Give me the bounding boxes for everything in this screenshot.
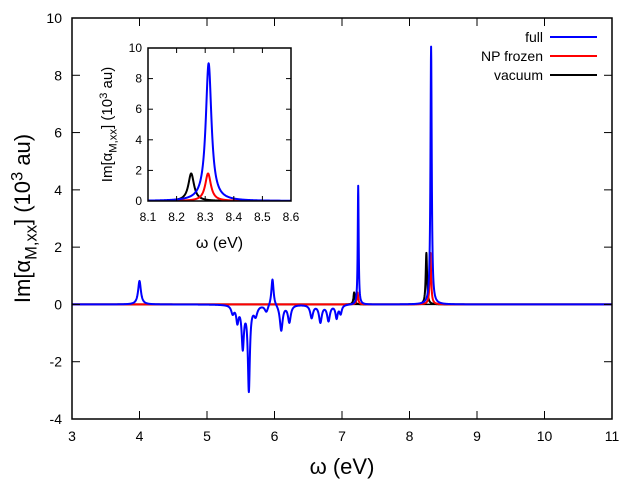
inset-plot: 8.1 8.2 8.3 8.4 8.5 8.6 0 2 4 6 8 10 ω (eV) Im[αM,xx]…: [98, 41, 300, 252]
inset-x-tick-label: 8.4: [225, 210, 242, 224]
series-line-vacuum: [72, 251, 612, 306]
x-axis-label: ω (eV): [310, 454, 375, 479]
inset-x-tick-label: 8.2: [168, 210, 185, 224]
x-tick-label: 8: [406, 428, 414, 444]
y-tick-label: 0: [54, 296, 62, 312]
inset-x-axis-label: ω (eV): [196, 235, 243, 252]
y-tick-label: 8: [54, 67, 62, 83]
legend-label: NP frozen: [481, 48, 543, 64]
y-tick-label: -4: [50, 411, 63, 427]
series-line-np-frozen: [72, 251, 612, 306]
y-tick-label: 6: [54, 125, 62, 141]
y-tick-label: 10: [46, 10, 62, 26]
x-tick-label: 7: [338, 428, 346, 444]
y-tick-label: -2: [50, 354, 63, 370]
x-tick-label: 11: [605, 428, 620, 444]
legend-label: vacuum: [494, 67, 543, 83]
inset-y-tick-label: 6: [135, 102, 142, 116]
y-axis-label: Im[αM,xx] (103 au): [98, 67, 120, 182]
x-tick-label: 4: [136, 428, 144, 444]
inset-y-tick-label: 2: [135, 163, 142, 177]
inset-y-tick-label: 10: [129, 41, 143, 55]
inset-x-tick-label: 8.5: [254, 210, 271, 224]
main-plot: 3 4 5 6 7 8 9 10 11 -4 -2 0 2 4 6 8 10 ω (eV) Im[αM,xx] (1…: [8, 10, 619, 479]
legend: full NP frozen vacuum: [481, 29, 597, 83]
inset-frame: [147, 47, 292, 202]
inset-y-tick-label: 0: [135, 194, 142, 208]
legend-label: full: [525, 29, 543, 45]
x-tick-label: 5: [203, 428, 211, 444]
series-line-full: [72, 45, 612, 394]
y-axis-label: Im[αM,xx] (103 au): [8, 134, 40, 303]
inset-y-tick-label: 4: [135, 133, 142, 147]
x-tick-label: 10: [537, 428, 553, 444]
inset-x-tick-label: 8.3: [197, 210, 214, 224]
inset-y-tick-label: 8: [135, 72, 142, 86]
inset-x-tick-label: 8.1: [140, 210, 157, 224]
y-tick-label: 4: [54, 182, 62, 198]
inset-x-tick-label: 8.6: [283, 210, 300, 224]
x-tick-label: 3: [68, 428, 76, 444]
x-tick-label: 9: [473, 428, 481, 444]
x-tick-label: 6: [271, 428, 279, 444]
inset-background: [148, 48, 291, 201]
y-tick-label: 2: [54, 239, 62, 255]
